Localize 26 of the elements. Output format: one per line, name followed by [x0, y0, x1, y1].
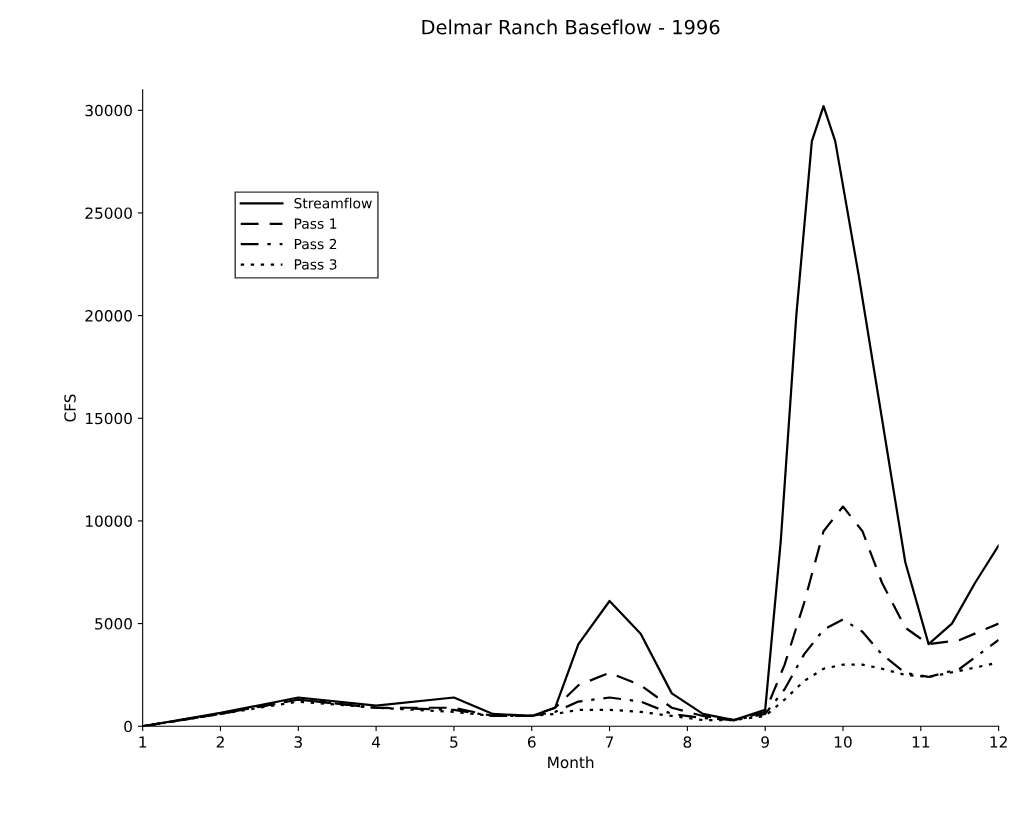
x-tick-label: 7	[605, 736, 614, 748]
x-tick-label: 9	[761, 736, 769, 748]
y-axis-title: CFS	[64, 394, 76, 422]
y-tick-label: 5000	[95, 618, 132, 630]
legend-label: Pass 1	[294, 218, 337, 229]
x-tick-label: 6	[527, 736, 536, 748]
x-tick-label: 4	[371, 736, 381, 748]
x-tick-label: 11	[912, 736, 930, 748]
y-tick-label: 30000	[85, 104, 132, 117]
legend-label: Streamflow	[294, 197, 372, 209]
x-tick-label: 1	[139, 736, 147, 748]
x-tick-label: 2	[216, 736, 224, 748]
legend-label: Pass 2	[294, 238, 337, 250]
x-tick-label: 12	[990, 736, 1007, 748]
legend-label: Pass 3	[294, 259, 337, 270]
x-tick-label: 3	[294, 736, 302, 748]
x-axis-title: Month	[548, 756, 594, 769]
x-tick-label: 5	[450, 736, 458, 748]
y-tick-label: 25000	[85, 207, 132, 219]
chart-title: Delmar Ranch Baseflow - 1996	[422, 19, 720, 35]
y-tick-label: 10000	[86, 515, 132, 527]
y-tick-label: 0	[124, 720, 132, 733]
y-tick-label: 15000	[86, 412, 132, 425]
x-tick-label: 10	[834, 736, 852, 748]
y-tick-label: 20000	[85, 310, 132, 322]
x-tick-label: 8	[683, 736, 692, 748]
